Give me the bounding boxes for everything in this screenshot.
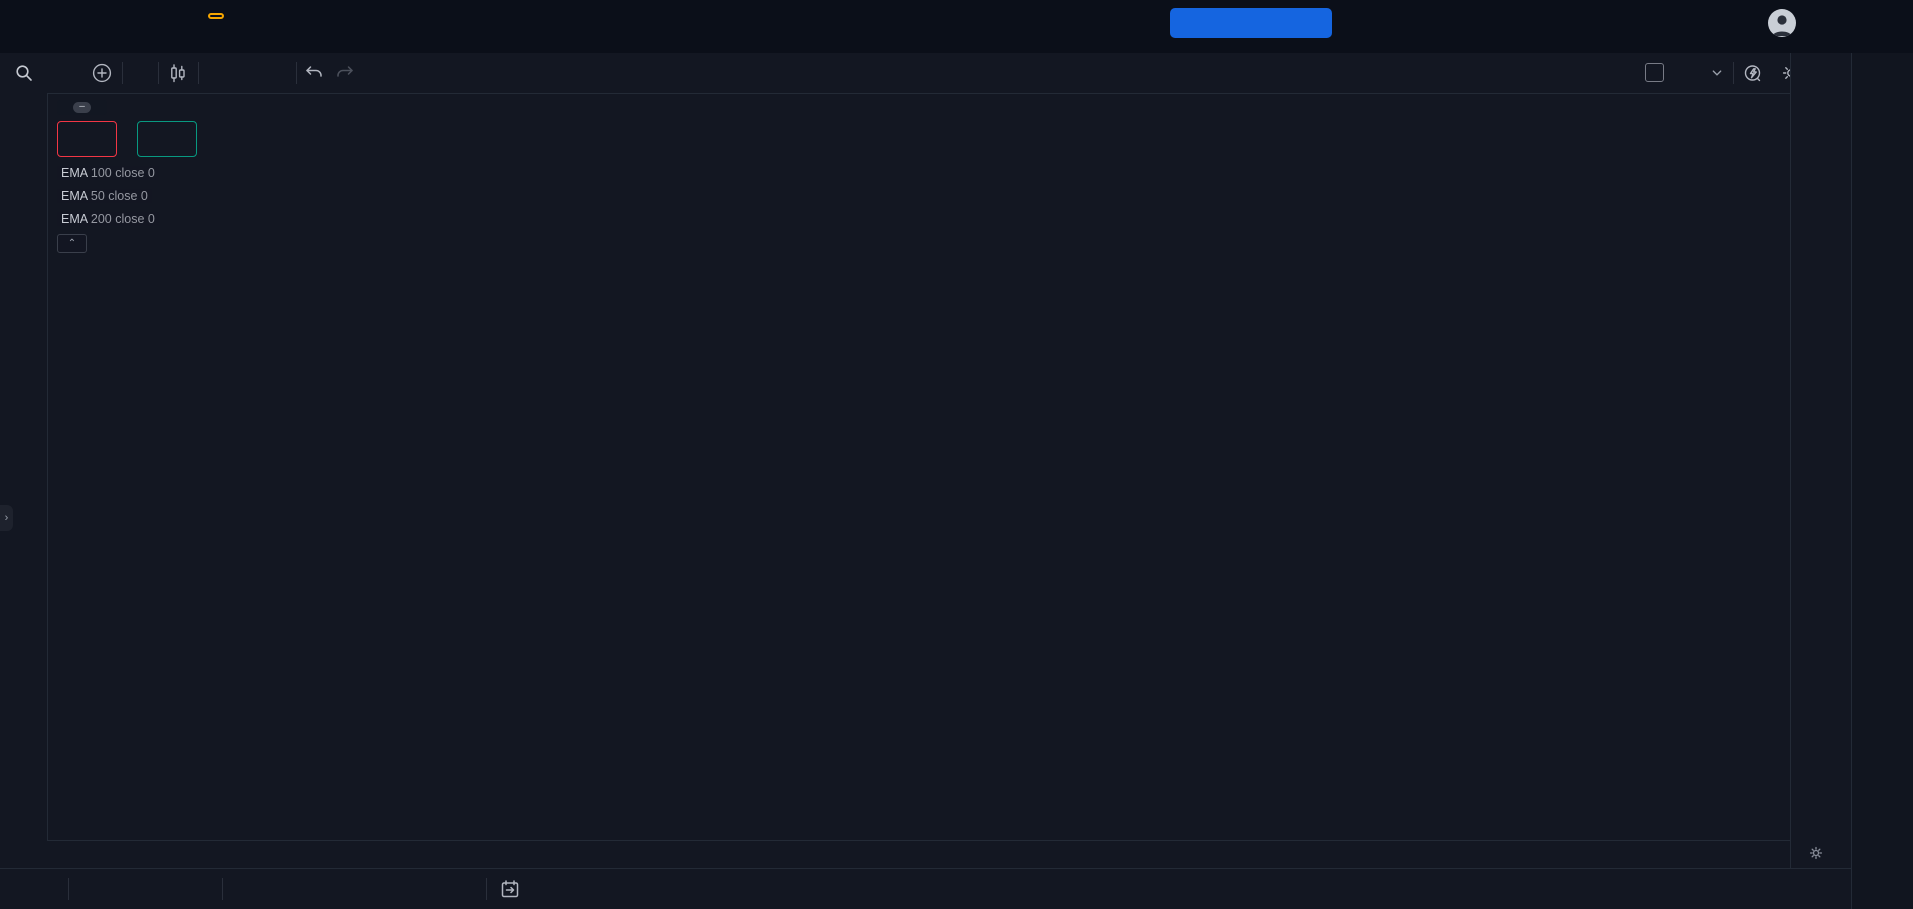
chart-legend: – EMA 100 close 0 EMA 50 close 0 EM: [57, 100, 197, 253]
header: [0, 0, 1913, 53]
price-axis[interactable]: [1790, 53, 1852, 868]
drawing-toolbar: [0, 93, 48, 868]
undo-icon[interactable]: [302, 61, 326, 85]
time-axis[interactable]: [47, 840, 1790, 869]
compare-add-icon[interactable]: [90, 61, 114, 85]
switch-to-real-account-button[interactable]: [1170, 8, 1332, 38]
ema-200-row[interactable]: EMA 200 close 0: [57, 212, 159, 226]
legend-collapse-caret[interactable]: ⌃: [57, 234, 87, 253]
spread: [123, 139, 131, 140]
buy-button[interactable]: [137, 121, 197, 157]
avatar[interactable]: [1768, 9, 1796, 37]
right-widget-strip: [1851, 53, 1913, 909]
redo-icon[interactable]: [333, 61, 357, 85]
chart-canvas[interactable]: [47, 93, 1790, 840]
go-to-date-icon[interactable]: [498, 877, 522, 901]
bottom-bar: [0, 868, 1851, 909]
sell-button[interactable]: [57, 121, 117, 157]
activtrader-app: › – EMA 100 close 0: [0, 0, 1913, 909]
chart-toolbar: [0, 53, 1913, 94]
chevron-down-icon[interactable]: [1706, 62, 1728, 84]
demo-badge: [208, 13, 224, 19]
toolbar-collapse-handle[interactable]: ›: [0, 505, 13, 531]
chart-style-icon[interactable]: [166, 61, 190, 85]
ema-100-row[interactable]: EMA 100 close 0: [57, 166, 159, 180]
maximize-checkbox[interactable]: [1645, 63, 1664, 82]
minimize-icon[interactable]: –: [73, 102, 91, 113]
axis-settings-gear-icon[interactable]: [1806, 843, 1826, 863]
search-icon[interactable]: [12, 61, 36, 85]
ema-50-row[interactable]: EMA 50 close 0: [57, 189, 152, 203]
alert-icon[interactable]: [1741, 61, 1765, 85]
